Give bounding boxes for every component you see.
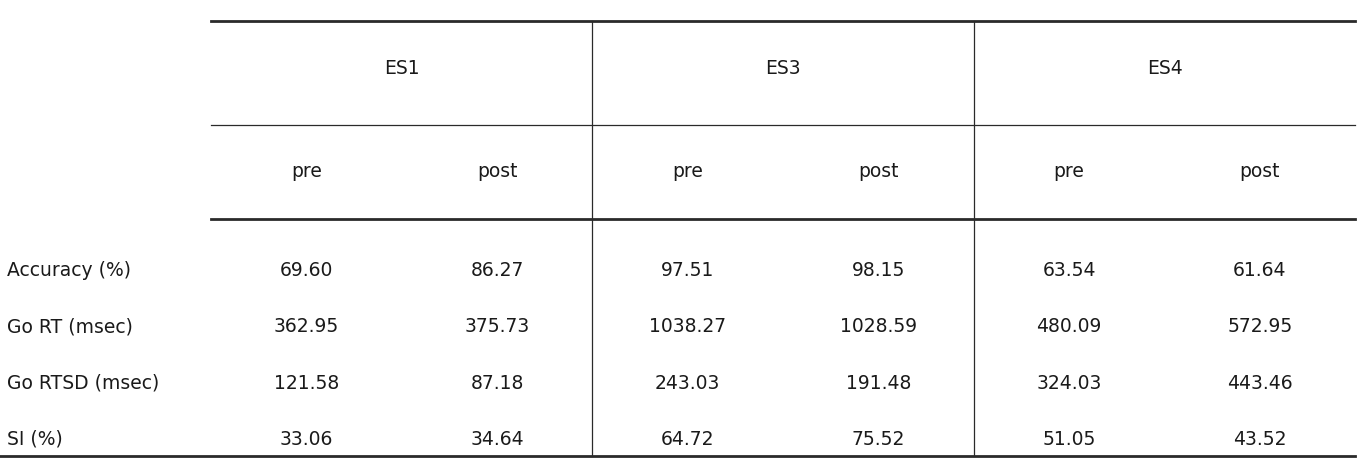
Text: 121.58: 121.58	[274, 374, 339, 392]
Text: ES3: ES3	[765, 59, 801, 78]
Text: ES4: ES4	[1147, 59, 1182, 78]
Text: 1038.27: 1038.27	[650, 317, 726, 336]
Text: Go RTSD (msec): Go RTSD (msec)	[7, 374, 159, 392]
Text: 324.03: 324.03	[1036, 374, 1102, 392]
Text: 61.64: 61.64	[1233, 261, 1287, 280]
Text: 362.95: 362.95	[274, 317, 339, 336]
Text: Go RT (msec): Go RT (msec)	[7, 317, 132, 336]
Text: 443.46: 443.46	[1227, 374, 1293, 392]
Text: post: post	[477, 162, 518, 181]
Text: SI (%): SI (%)	[7, 430, 63, 449]
Text: Accuracy (%): Accuracy (%)	[7, 261, 131, 280]
Text: pre: pre	[291, 162, 321, 181]
Text: 97.51: 97.51	[661, 261, 715, 280]
Text: 98.15: 98.15	[851, 261, 906, 280]
Text: 87.18: 87.18	[470, 374, 524, 392]
Text: post: post	[1239, 162, 1280, 181]
Text: 43.52: 43.52	[1233, 430, 1287, 449]
Text: 86.27: 86.27	[470, 261, 524, 280]
Text: 480.09: 480.09	[1036, 317, 1102, 336]
Text: post: post	[858, 162, 899, 181]
Text: 572.95: 572.95	[1227, 317, 1293, 336]
Text: 64.72: 64.72	[661, 430, 715, 449]
Text: 191.48: 191.48	[846, 374, 911, 392]
Text: 69.60: 69.60	[279, 261, 334, 280]
Text: 375.73: 375.73	[464, 317, 530, 336]
Text: 1028.59: 1028.59	[840, 317, 917, 336]
Text: 75.52: 75.52	[851, 430, 906, 449]
Text: 243.03: 243.03	[655, 374, 720, 392]
Text: 63.54: 63.54	[1042, 261, 1096, 280]
Text: 51.05: 51.05	[1042, 430, 1096, 449]
Text: pre: pre	[1054, 162, 1084, 181]
Text: 34.64: 34.64	[470, 430, 524, 449]
Text: pre: pre	[673, 162, 703, 181]
Text: ES1: ES1	[384, 59, 419, 78]
Text: 33.06: 33.06	[279, 430, 334, 449]
